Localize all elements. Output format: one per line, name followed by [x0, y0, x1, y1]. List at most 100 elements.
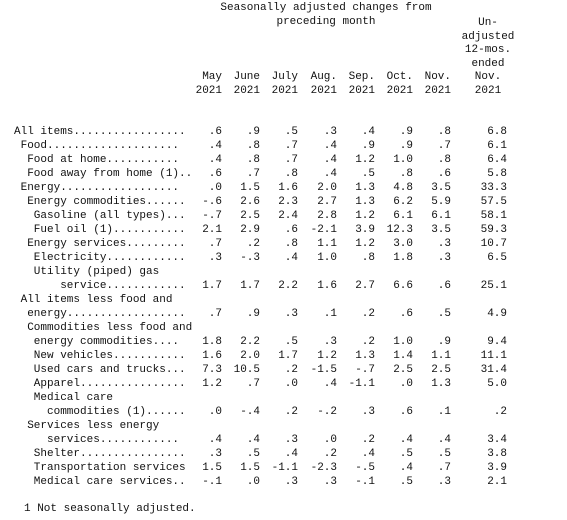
cell-value: .9: [361, 140, 375, 152]
cell-value: .4: [208, 154, 222, 166]
cell-value: .4: [284, 448, 298, 460]
cell-value: .5: [399, 448, 413, 460]
cell-value: 1.7: [278, 350, 298, 362]
column-header: 2021: [424, 85, 451, 97]
cell-value: 1.8: [202, 336, 222, 348]
cell-value: 5.0: [487, 378, 507, 390]
cell-value: 1.1: [317, 238, 337, 250]
cell-value: .8: [284, 238, 298, 250]
cell-value: .0: [399, 378, 413, 390]
cell-value: 1.3: [355, 350, 375, 362]
cell-value: -.4: [240, 406, 260, 418]
cell-value: .6: [399, 308, 413, 320]
cell-value: .0: [208, 406, 222, 418]
cell-value: .4: [323, 168, 337, 180]
cell-value: .7: [246, 168, 260, 180]
cell-value: .2: [323, 448, 337, 460]
cell-value: 3.5: [431, 182, 451, 194]
row-label: services............: [14, 434, 180, 446]
cell-value: 2.6: [240, 196, 260, 208]
cell-value: 1.6: [278, 182, 298, 194]
cell-value: .3: [437, 476, 451, 488]
cell-value: 10.7: [480, 238, 507, 250]
row-label: service............: [14, 280, 186, 292]
footnote: 1 Not seasonally adjusted.: [24, 503, 196, 515]
column-header: June: [233, 71, 260, 84]
row-label: Energy services.........: [14, 238, 186, 250]
row-label: Electricity............: [14, 252, 186, 264]
column-header: Sep.: [348, 71, 375, 84]
column-header: Aug.: [310, 71, 337, 84]
cell-value: 2.5: [431, 364, 451, 376]
cell-value: .2: [361, 336, 375, 348]
cell-value: .2: [361, 308, 375, 320]
cell-value: .5: [437, 448, 451, 460]
cell-value: 2.7: [355, 280, 375, 292]
cell-value: .9: [246, 126, 260, 138]
cell-value: 10.5: [233, 364, 260, 376]
column-header: 2021: [474, 85, 502, 97]
cell-value: .3: [284, 308, 298, 320]
cell-value: .5: [246, 448, 260, 460]
row-label: Used cars and trucks...: [14, 364, 186, 376]
cell-value: 2.7: [317, 196, 337, 208]
cell-value: 57.5: [480, 196, 507, 208]
cell-value: .4: [284, 252, 298, 264]
cell-value: .3: [208, 448, 222, 460]
cell-value: -.2: [317, 406, 337, 418]
cell-value: 6.8: [487, 126, 507, 138]
cell-value: .2: [284, 364, 298, 376]
row-label: energy..................: [14, 308, 186, 320]
cell-value: 1.3: [355, 182, 375, 194]
row-label: Fuel oil (1)...........: [14, 224, 186, 236]
cell-value: .1: [323, 308, 337, 320]
cell-value: .4: [208, 140, 222, 152]
cell-value: 6.4: [487, 154, 507, 166]
cell-value: 1.5: [202, 462, 222, 474]
cell-value: 4.8: [393, 182, 413, 194]
cell-value: 1.0: [393, 154, 413, 166]
column-header: Nov.: [424, 71, 451, 84]
cell-value: -1.1: [271, 462, 298, 474]
cell-value: 3.4: [487, 434, 507, 446]
cell-value: -.3: [240, 252, 260, 264]
cell-value: 2.5: [393, 364, 413, 376]
cell-value: 2.1: [202, 224, 222, 236]
cell-value: .9: [437, 336, 451, 348]
row-label: Services less energy: [14, 420, 160, 432]
cell-value: .8: [437, 154, 451, 166]
cell-value: .7: [284, 140, 298, 152]
cell-value: .6: [437, 280, 451, 292]
cell-value: 1.4: [393, 350, 413, 362]
cell-value: .0: [246, 476, 260, 488]
cell-value: -2.1: [310, 224, 337, 236]
cell-value: .7: [208, 308, 222, 320]
cell-value: 1.0: [317, 252, 337, 264]
cell-value: .8: [246, 140, 260, 152]
row-label: Food at home...........: [14, 154, 180, 166]
cell-value: .3: [284, 476, 298, 488]
cell-value: .4: [399, 434, 413, 446]
cell-value: .6: [437, 168, 451, 180]
cell-value: .8: [246, 154, 260, 166]
cell-value: 58.1: [480, 210, 507, 222]
cell-value: .8: [284, 168, 298, 180]
cell-value: 2.5: [240, 210, 260, 222]
cell-value: .4: [323, 378, 337, 390]
column-header: 12-mos.: [464, 44, 512, 57]
cell-value: .2: [361, 434, 375, 446]
cell-value: .6: [208, 168, 222, 180]
cell-value: 1.2: [355, 154, 375, 166]
header-title: Seasonally adjusted changes from: [220, 2, 432, 14]
cell-value: 31.4: [480, 364, 507, 376]
cell-value: .3: [284, 434, 298, 446]
cell-value: 6.1: [431, 210, 451, 222]
row-label: Food away from home (1)..: [14, 168, 193, 180]
row-label: New vehicles...........: [14, 350, 186, 362]
cell-value: .4: [323, 140, 337, 152]
cell-value: 25.1: [480, 280, 507, 292]
column-header: 2021: [310, 85, 337, 97]
cell-value: 1.2: [317, 350, 337, 362]
cell-value: 6.1: [393, 210, 413, 222]
